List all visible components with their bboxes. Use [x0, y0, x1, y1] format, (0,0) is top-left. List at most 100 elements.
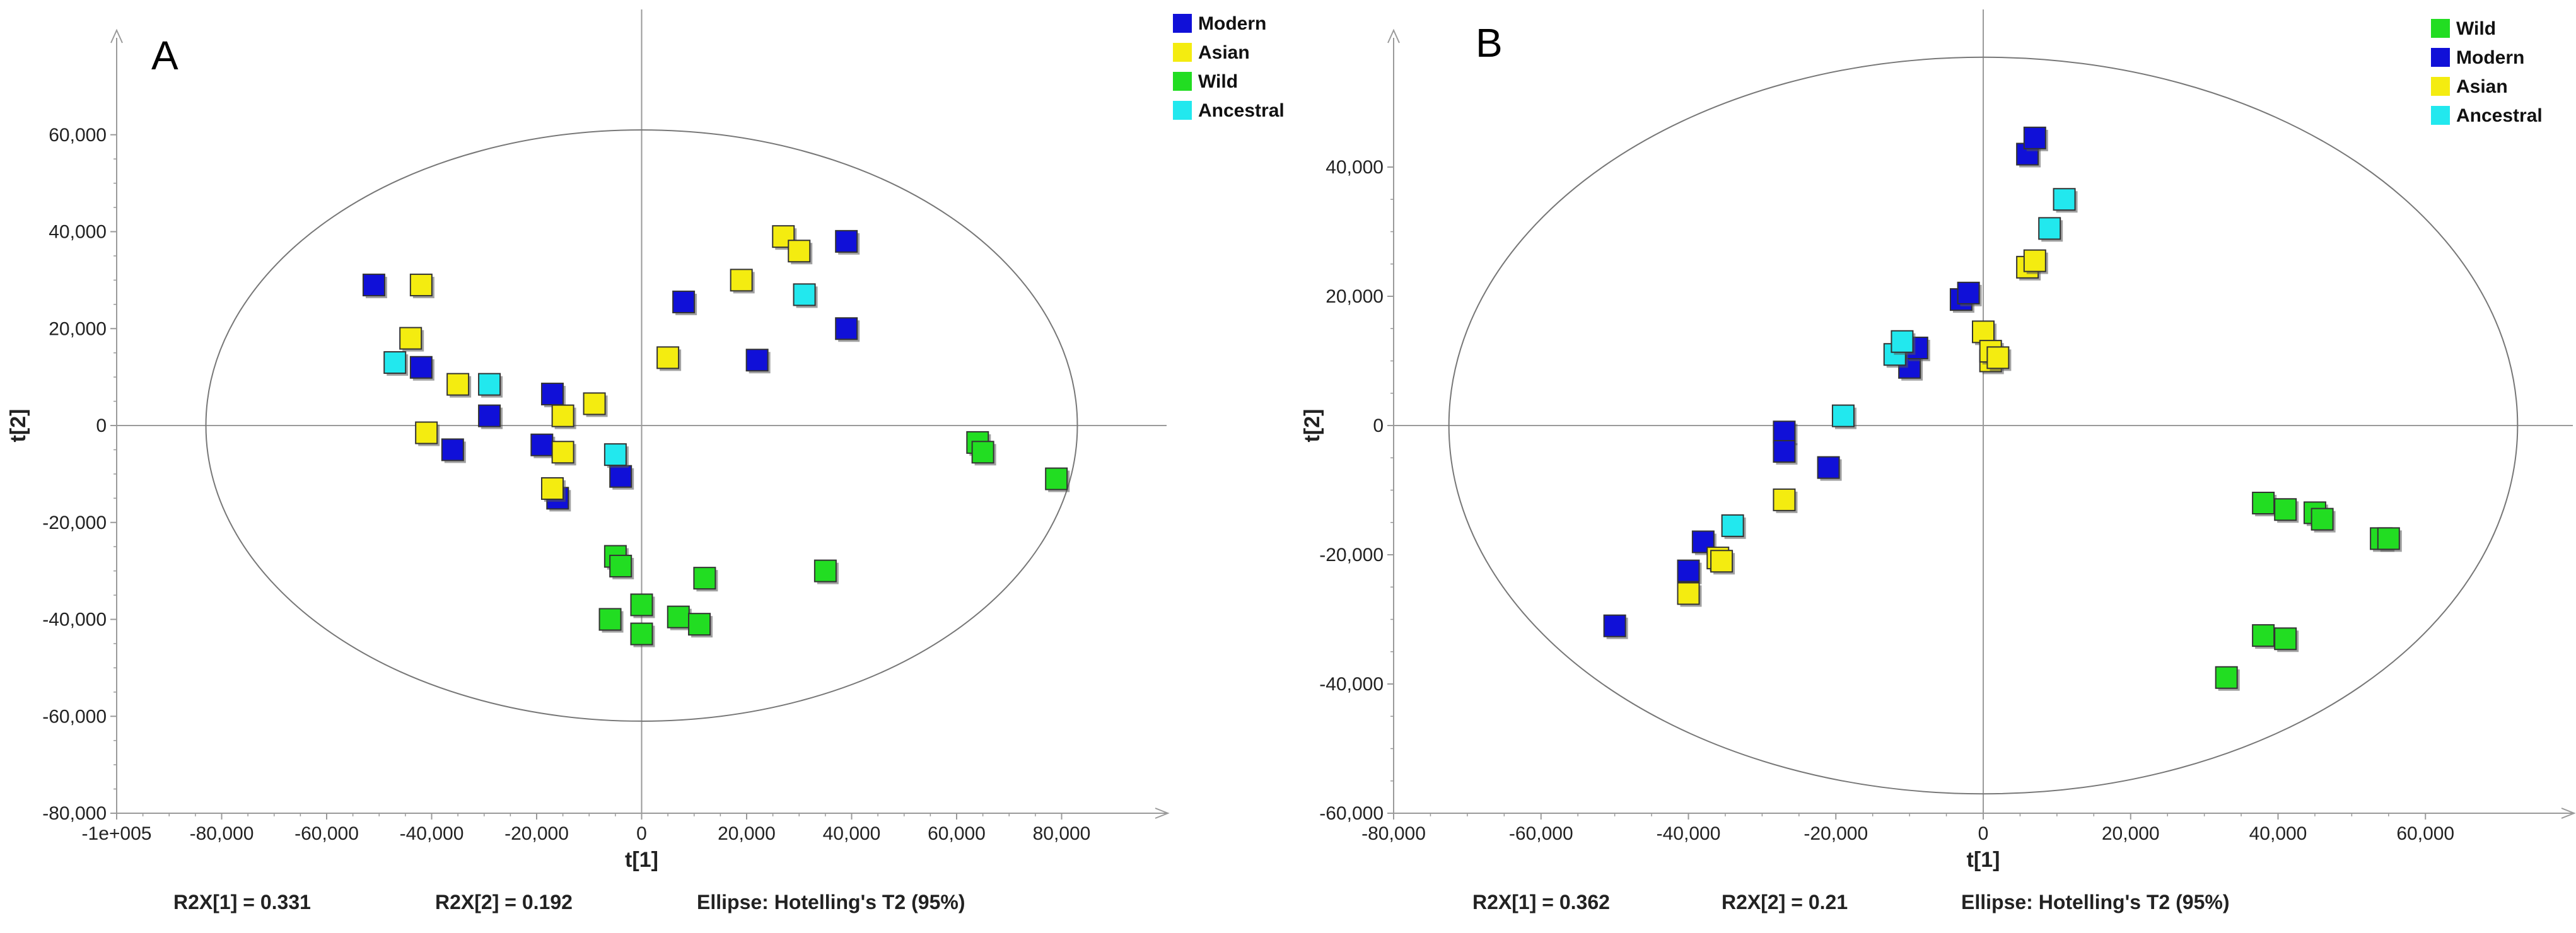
- data-point-wild: [2311, 507, 2334, 531]
- y-tick-label: -60,000: [42, 706, 107, 727]
- legend-label-ancestral: Ancestral: [2456, 105, 2543, 126]
- x-tick-label: 0: [1978, 823, 1989, 844]
- legend-swatch-modern: [1173, 14, 1192, 33]
- y-tick-label: 20,000: [1326, 286, 1384, 307]
- x-axis-label: t[1]: [625, 848, 658, 872]
- data-point-asian: [1773, 488, 1796, 511]
- data-point-asian: [446, 373, 470, 396]
- data-point-asian: [1986, 346, 2010, 369]
- data-point-modern: [362, 274, 385, 297]
- y-tick-label: 40,000: [49, 222, 107, 243]
- data-point-modern: [745, 349, 769, 372]
- y-axis-label: t[2]: [6, 409, 30, 443]
- x-tick-label: 20,000: [718, 823, 776, 844]
- hotelling-ellipse: [205, 129, 1078, 722]
- ellipse-label: Ellipse: Hotelling's T2 (95%): [697, 891, 965, 913]
- y-tick-label: 0: [1373, 415, 1384, 436]
- r2x1-label: R2X[1] = 0.362: [1472, 891, 1610, 913]
- legend-label-modern: Modern: [2456, 47, 2524, 68]
- x-tick-label: -60,000: [294, 823, 359, 844]
- data-point-wild: [2252, 624, 2275, 647]
- data-point-modern: [540, 383, 564, 406]
- legend-label-wild: Wild: [1198, 71, 1238, 92]
- data-point-wild: [693, 567, 716, 590]
- x-tick-label: -80,000: [1361, 823, 1426, 844]
- data-point-asian: [551, 441, 574, 464]
- legend-swatch-modern: [2431, 48, 2450, 67]
- y-axis-arrow: [110, 28, 123, 43]
- data-point-ancestral: [1721, 514, 1744, 537]
- data-point-modern: [835, 317, 858, 340]
- x-tick-label: 60,000: [928, 823, 986, 844]
- legend-swatch-ancestral: [1173, 101, 1192, 120]
- ellipse-label: Ellipse: Hotelling's T2 (95%): [1961, 891, 2229, 913]
- y-tick-label: 20,000: [49, 318, 107, 339]
- data-point-modern: [478, 404, 501, 427]
- data-point-wild: [667, 605, 690, 629]
- data-point-modern: [672, 290, 696, 313]
- data-point-ancestral: [1891, 330, 1914, 353]
- data-point-modern: [441, 438, 464, 461]
- data-point-asian: [540, 477, 564, 500]
- data-point-asian: [415, 421, 438, 444]
- y-tick-label: 0: [96, 415, 107, 436]
- y-tick-label: -60,000: [1319, 803, 1384, 824]
- y-tick-label: 40,000: [1326, 157, 1384, 178]
- data-point-ancestral: [1831, 404, 1855, 427]
- data-point-asian: [1677, 582, 1700, 605]
- data-point-modern: [609, 465, 632, 488]
- x-tick-label: -20,000: [1804, 823, 1868, 844]
- x-axis-arrow: [2561, 808, 2576, 819]
- legend-label-modern: Modern: [1198, 13, 1266, 34]
- data-point-ancestral: [793, 283, 816, 306]
- legend-swatch-wild: [2431, 19, 2450, 38]
- y-tick-label: 60,000: [49, 125, 107, 146]
- data-point-wild: [2215, 666, 2238, 689]
- data-point-modern: [1957, 281, 1980, 304]
- legend-swatch-asian: [2431, 77, 2450, 96]
- legend-swatch-ancestral: [2431, 106, 2450, 125]
- panel-a-scatter-plot: -1e+005 -80,000 -60,000 -40,000 -20,000 0 20,0…: [6, 9, 1285, 913]
- data-point-asian: [1972, 320, 1995, 344]
- data-point-modern: [2023, 126, 2046, 149]
- y-tick-label: -40,000: [1319, 674, 1384, 695]
- legend-label-ancestral: Ancestral: [1198, 100, 1285, 121]
- data-point-modern: [409, 356, 433, 379]
- x-tick-label: -1e+005: [82, 823, 152, 844]
- data-point-asian: [551, 404, 574, 427]
- data-point-ancestral: [2038, 217, 2061, 240]
- legend-label-wild: Wild: [2456, 18, 2496, 39]
- legend-swatch-wild: [1173, 72, 1192, 91]
- r2x1-label: R2X[1] = 0.331: [173, 891, 311, 913]
- data-point-asian: [583, 392, 606, 415]
- data-point-wild: [1045, 467, 1068, 490]
- x-tick-label: -80,000: [190, 823, 254, 844]
- y-tick-label: -20,000: [42, 513, 107, 533]
- x-tick-label: 60,000: [2396, 823, 2454, 844]
- data-point-wild: [971, 441, 994, 464]
- legend-swatch-asian: [1173, 43, 1192, 62]
- x-tick-label: 20,000: [2102, 823, 2160, 844]
- data-point-modern: [1817, 456, 1840, 479]
- legend-label-asian: Asian: [1198, 42, 1250, 63]
- data-point-asian: [409, 274, 433, 297]
- panel-b-scatter-plot: -80,000 -60,000 -40,000 -20,000 0 20,000 40,00…: [1300, 9, 2576, 913]
- panel-label: A: [151, 33, 178, 78]
- x-tick-label: 80,000: [1033, 823, 1091, 844]
- x-tick-label: 40,000: [2249, 823, 2307, 844]
- data-point-modern: [530, 433, 554, 456]
- data-point-wild: [2252, 492, 2275, 514]
- data-point-asian: [1710, 550, 1734, 573]
- data-point-wild: [609, 554, 632, 577]
- data-point-asian: [730, 269, 753, 292]
- x-tick-label: -40,000: [1657, 823, 1721, 844]
- hotelling-ellipse: [1448, 56, 2519, 795]
- r2x2-label: R2X[2] = 0.192: [435, 891, 573, 913]
- r2x2-label: R2X[2] = 0.21: [1722, 891, 1848, 913]
- y-axis-arrow: [1387, 28, 1400, 43]
- legend: Modern Asian Wild Ancestral: [1173, 13, 1285, 121]
- data-point-asian: [399, 327, 423, 350]
- data-point-modern: [835, 229, 858, 253]
- legend-label-asian: Asian: [2456, 76, 2508, 97]
- data-point-asian: [788, 240, 811, 263]
